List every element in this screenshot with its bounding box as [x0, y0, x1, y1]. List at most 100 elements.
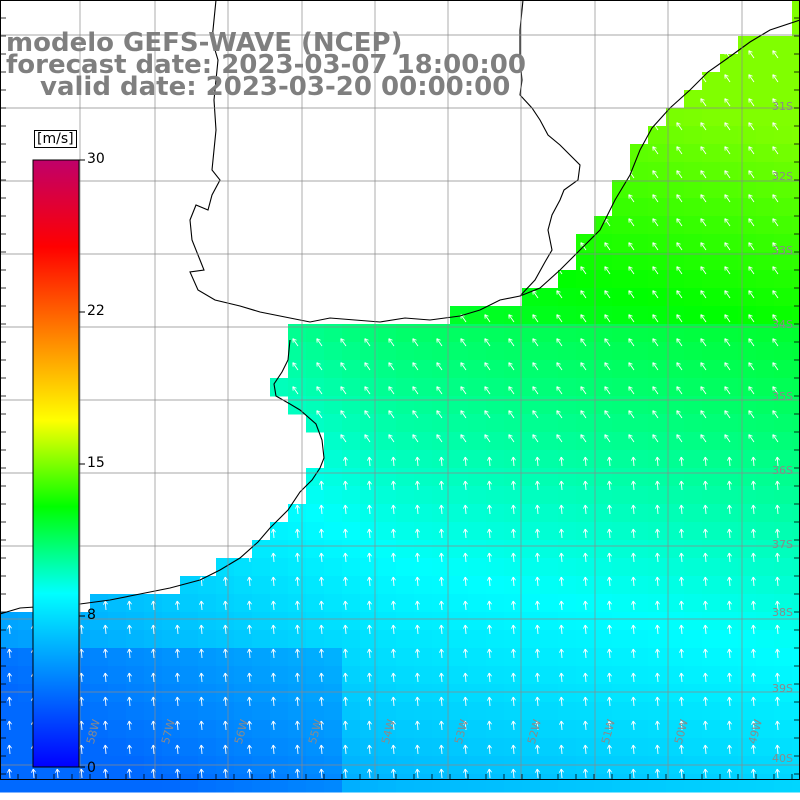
wind-arrow: [727, 696, 732, 707]
field-cell: [612, 720, 631, 739]
wind-arrow: [700, 434, 707, 443]
wind-arrow: [724, 314, 731, 323]
field-cell: [378, 360, 397, 379]
field-cell: [702, 378, 721, 397]
wind-arrow: [535, 480, 540, 491]
field-cell: [666, 342, 685, 361]
wind-arrow: [772, 170, 779, 179]
wind-arrow: [127, 672, 132, 683]
latitude-label: 39S: [772, 682, 793, 695]
wind-arrow: [628, 194, 635, 203]
field-cell: [630, 720, 649, 739]
field-cell: [558, 666, 577, 685]
field-cell: [792, 720, 800, 739]
field-cell: [414, 414, 433, 433]
field-cell: [144, 612, 163, 631]
field-cell: [396, 324, 415, 343]
field-cell: [540, 666, 559, 685]
field-cell: [558, 684, 577, 703]
field-cell: [522, 774, 541, 793]
wind-arrow: [703, 696, 708, 707]
field-cell: [126, 702, 145, 721]
wind-arrow: [559, 552, 564, 563]
wind-arrow: [655, 456, 660, 467]
wind-arrow: [127, 720, 132, 731]
field-cell: [360, 720, 379, 739]
wind-arrow: [460, 362, 467, 371]
wind-arrow: [724, 362, 731, 371]
field-cell: [702, 90, 721, 109]
field-cell: [468, 684, 487, 703]
wind-arrow: [103, 744, 108, 755]
wind-arrow: [343, 456, 348, 467]
field-cell: [648, 486, 667, 505]
wind-arrow: [748, 98, 755, 107]
wind-arrow: [223, 648, 228, 659]
field-cell: [540, 486, 559, 505]
field-cell: [720, 684, 739, 703]
field-cell: [270, 630, 289, 649]
wind-arrow: [487, 504, 492, 515]
wind-arrow: [751, 504, 756, 515]
field-cell: [342, 522, 361, 541]
field-cell: [486, 522, 505, 541]
field-cell: [720, 504, 739, 523]
wind-arrow: [415, 696, 420, 707]
field-cell: [792, 126, 800, 145]
wind-arrow: [700, 194, 707, 203]
wind-arrow: [388, 314, 395, 323]
wind-arrow: [7, 648, 12, 659]
wind-arrow: [463, 624, 468, 635]
field-cell: [180, 702, 199, 721]
field-cell: [684, 162, 703, 181]
wind-arrow: [343, 504, 348, 515]
field-cell: [306, 594, 325, 613]
field-cell: [252, 630, 271, 649]
wind-arrow: [343, 768, 348, 779]
wind-arrow: [583, 552, 588, 563]
wind-arrow: [463, 576, 468, 587]
field-cell: [684, 252, 703, 271]
field-cell: [234, 666, 253, 685]
field-cell: [756, 414, 775, 433]
field-cell: [774, 72, 793, 91]
wind-arrow: [703, 480, 708, 491]
field-cell: [684, 738, 703, 757]
field-cell: [468, 540, 487, 559]
wind-arrow: [415, 672, 420, 683]
field-cell: [468, 504, 487, 523]
field-cell: [558, 774, 577, 793]
field-cell: [486, 306, 505, 325]
field-cell: [720, 378, 739, 397]
wind-arrow: [748, 194, 755, 203]
field-cell: [450, 558, 469, 577]
field-cell: [648, 162, 667, 181]
wind-arrow: [604, 290, 611, 299]
wind-arrow: [484, 386, 491, 395]
field-cell: [684, 270, 703, 289]
wind-arrow: [319, 648, 324, 659]
wind-arrow: [343, 696, 348, 707]
field-cell: [270, 720, 289, 739]
field-cell: [450, 774, 469, 793]
field-cell: [756, 162, 775, 181]
wind-arrow: [436, 338, 443, 347]
field-cell: [738, 360, 757, 379]
wind-arrow: [412, 386, 419, 395]
title-model: modelo GEFS-WAVE (NCEP): [6, 28, 403, 58]
field-cell: [792, 612, 800, 631]
field-cell: [180, 774, 199, 793]
field-cell: [558, 558, 577, 577]
wind-arrow: [55, 768, 60, 779]
field-cell: [558, 486, 577, 505]
field-cell: [342, 612, 361, 631]
field-cell: [792, 180, 800, 199]
field-cell: [360, 648, 379, 667]
field-cell: [774, 306, 793, 325]
field-cell: [702, 270, 721, 289]
field-cell: [666, 432, 685, 451]
field-cell: [702, 180, 721, 199]
field-cell: [648, 684, 667, 703]
field-cell: [630, 504, 649, 523]
field-cell: [342, 774, 361, 793]
